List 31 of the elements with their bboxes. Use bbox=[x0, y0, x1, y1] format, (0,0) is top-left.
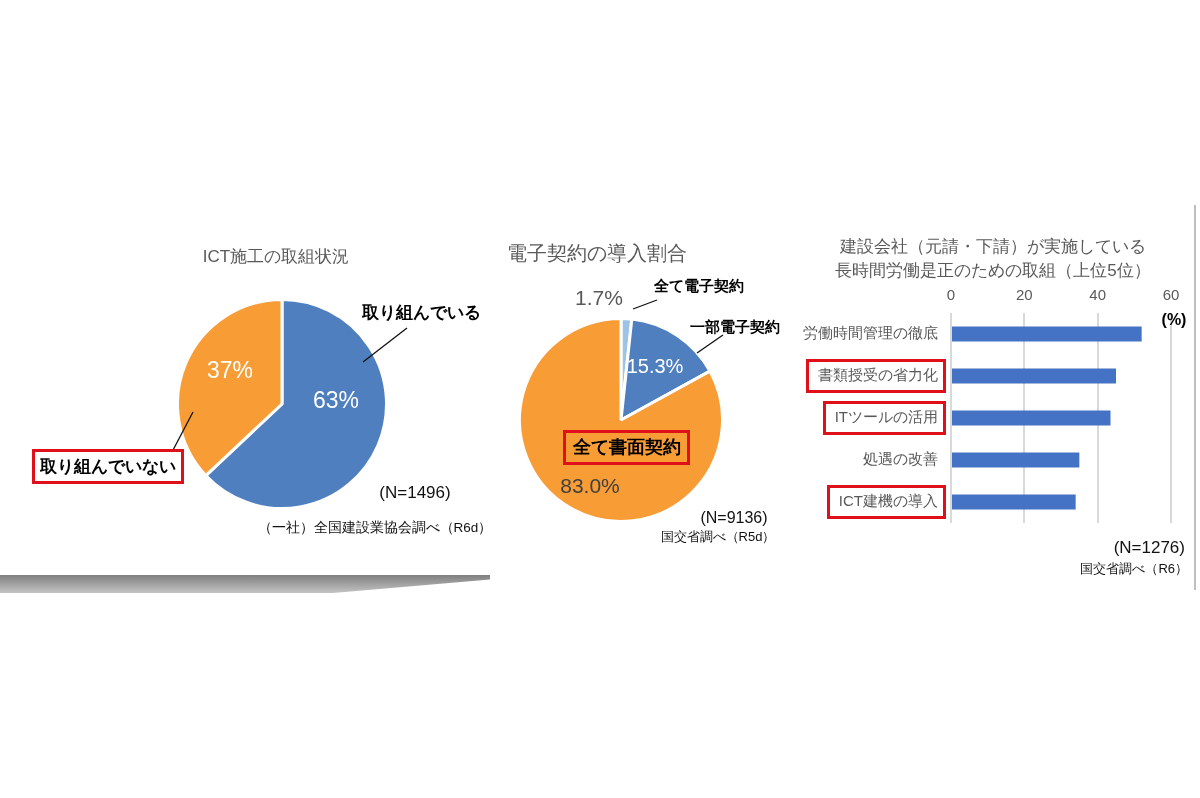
slice-label: 全て書面契約 bbox=[572, 437, 681, 458]
data-label: 83.0% bbox=[560, 473, 620, 497]
text: (N=9136) bbox=[700, 508, 768, 528]
chart-title: 建設会社（元請・下請）が実施している長時間労働是正のための取組（上位5位） bbox=[834, 236, 1152, 282]
text: （一社）全国建設業協会調べ（R6d） bbox=[257, 520, 493, 536]
y-tick-label: 書類授受の省力化 bbox=[818, 366, 938, 384]
slice-label: 全て電子契約 bbox=[654, 277, 744, 295]
highlight-frame: 取り組んでいない bbox=[32, 449, 184, 484]
x-axis-title: (%) bbox=[1161, 310, 1187, 330]
text: (N=1276) bbox=[1113, 538, 1185, 558]
text: (N=1496) bbox=[379, 483, 451, 503]
x-tick-label: 20 bbox=[1015, 286, 1033, 304]
data-label: 37% bbox=[206, 357, 254, 384]
data-label: 63% bbox=[312, 387, 360, 414]
slice-label: 取り組んでいる bbox=[361, 302, 481, 322]
slice-label: 取り組んでいない bbox=[40, 457, 176, 476]
chart-title: 電子契約の導入割合 bbox=[507, 241, 687, 265]
y-tick-label: 労働時間管理の徹底 bbox=[803, 324, 938, 342]
highlight-frame: 全て書面契約 bbox=[563, 430, 690, 465]
y-tick-label: ITツールの活用 bbox=[834, 408, 938, 426]
x-tick-label: 0 bbox=[946, 286, 956, 304]
slice-label: 一部電子契約 bbox=[690, 318, 780, 336]
text: 国交省調べ（R5d） bbox=[660, 528, 776, 545]
x-tick-label: 40 bbox=[1089, 286, 1107, 304]
x-tick-label: 60 bbox=[1162, 286, 1180, 304]
chart-title: ICT施工の取組状況 bbox=[202, 247, 350, 267]
text: 国交省調べ（R6） bbox=[1080, 560, 1188, 577]
y-tick-label: 処遇の改善 bbox=[863, 450, 938, 468]
data-label: 15.3% bbox=[626, 354, 684, 377]
y-tick-label: ICT建機の導入 bbox=[838, 492, 938, 510]
data-label: 1.7% bbox=[575, 285, 623, 309]
